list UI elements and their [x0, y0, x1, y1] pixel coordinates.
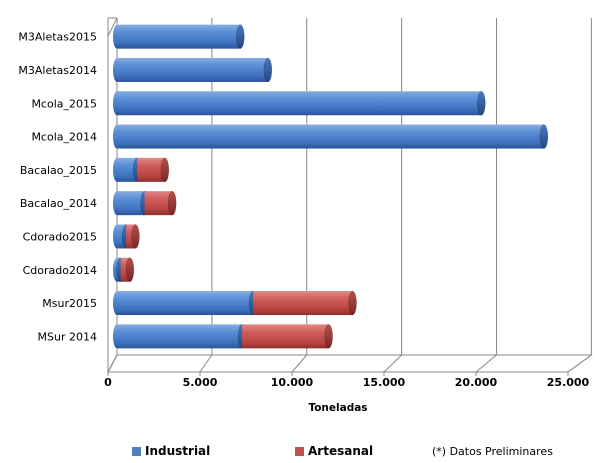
bar-industrial-end-cap [263, 57, 273, 83]
bar-industrial-left-end [113, 24, 121, 49]
bar-industrial-left-end [113, 157, 121, 182]
category-label: M3Aletas2015 [18, 31, 97, 44]
bar-industrial [117, 124, 544, 149]
gridline-floor [567, 354, 592, 373]
legend-swatch-industrial [132, 446, 141, 456]
bar-industrial-left-end [113, 224, 121, 249]
bar-artesanal [242, 324, 329, 349]
category-label: MSur 2014 [38, 330, 97, 343]
bar-industrial-left-end [113, 191, 121, 216]
x-tick-label: 25.000 [547, 376, 590, 389]
bar-industrial [117, 291, 254, 316]
bar-industrial [117, 224, 127, 249]
bar-industrial [117, 157, 138, 182]
legend-label-industrial: Industrial [145, 444, 211, 458]
preliminary-data-note: (*) Datos Preliminares [432, 445, 553, 458]
category-label: Cdorado2014 [23, 264, 97, 277]
legend-item-artesanal: Artesanal [295, 444, 373, 458]
category-label: Bacalao_2015 [20, 164, 97, 177]
legend: Industrial Artesanal (*) Datos Prelimina… [0, 444, 596, 462]
bar-industrial [117, 324, 243, 349]
bar-industrial [117, 191, 145, 216]
bar-artesanal-end-cap [160, 157, 170, 183]
wall-corner [107, 17, 118, 37]
category-label: Mcola_2015 [31, 97, 97, 110]
bar-artesanal [126, 224, 136, 249]
bar-industrial-left-end [113, 57, 121, 82]
bar-industrial-left-end [113, 291, 121, 316]
bar-artesanal-end-cap [167, 190, 177, 216]
bar-artesanal-end-cap [125, 257, 135, 282]
floor [107, 354, 593, 373]
bar-industrial-left-end [113, 91, 121, 116]
bar-artesanal-end-cap [324, 324, 333, 349]
gridline-floor [475, 354, 497, 373]
category-label: Cdorado2015 [23, 230, 97, 243]
bar-industrial [117, 24, 241, 49]
labels-layer: 0 5.000 10.000 15.000 20.000 25.000 M3Aletas20… [18, 31, 589, 389]
x-tick-label: 10.000 [271, 376, 314, 389]
category-label: Bacalao_2014 [20, 197, 97, 210]
gridline-floor [107, 354, 118, 373]
category-label: Mcola_2014 [31, 131, 97, 144]
grid-layer [107, 17, 593, 376]
x-tick-label: 20.000 [455, 376, 498, 389]
legend-label-artesanal: Artesanal [308, 444, 374, 458]
bar-artesanal [144, 191, 173, 216]
bar-industrial-left-end [113, 324, 121, 349]
bars-layer [113, 24, 549, 349]
x-tick-label: 15.000 [363, 376, 406, 389]
bar-artesanal [137, 157, 165, 182]
bar-industrial-end-cap [477, 91, 486, 116]
bar-industrial [117, 91, 482, 116]
gridline-floor [291, 354, 308, 373]
bar-industrial-end-cap [236, 24, 245, 49]
bar-industrial [117, 57, 268, 82]
gridline-floor [199, 354, 213, 373]
x-tick-label: 5.000 [183, 376, 218, 389]
x-tick-label: 0 [104, 376, 112, 389]
bar-artesanal [120, 257, 130, 282]
legend-swatch-artesanal [295, 446, 304, 456]
category-label: M3Aletas2014 [18, 64, 97, 77]
legend-item-industrial: Industrial [132, 444, 210, 458]
bar-industrial-end-cap [539, 124, 549, 149]
bar-artesanal-end-cap [348, 290, 357, 316]
bar-artesanal [253, 291, 353, 316]
bar-artesanal-end-cap [131, 224, 140, 249]
category-label: Msur2015 [42, 297, 97, 310]
gridline-floor [383, 354, 402, 373]
x-axis-title: Toneladas [308, 402, 367, 414]
bar-industrial-left-end [113, 124, 121, 149]
